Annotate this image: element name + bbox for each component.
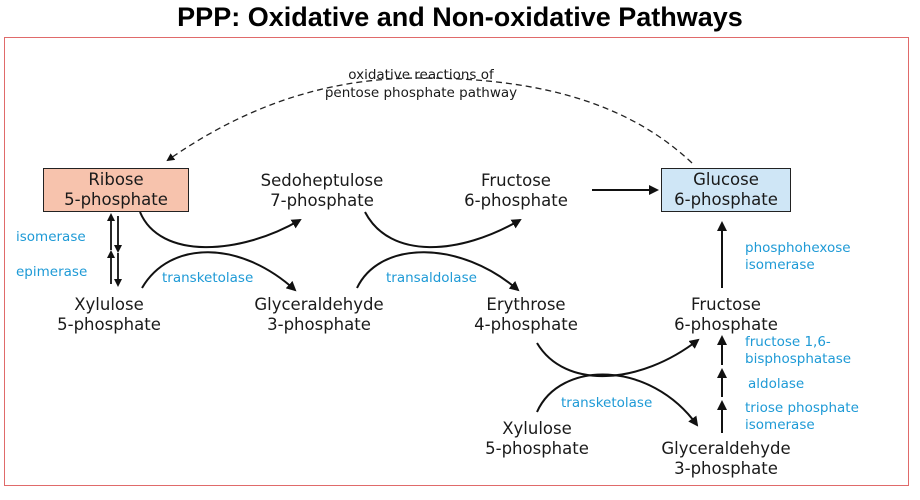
node-ribose-5-phosphate: Ribose 5-phosphate <box>43 168 189 212</box>
enzyme-transketolase-2: transketolase <box>561 395 653 411</box>
node-glyceraldehyde-3-phosphate-mid: Glyceraldehyde 3-phosphate <box>254 295 384 334</box>
crossover-1b <box>141 251 297 292</box>
enzyme-fructose-bisphosphatase: fructose 1,6- bisphosphatase <box>745 334 852 367</box>
enzyme-transaldolase: transaldolase <box>386 270 477 286</box>
page-title: PPP: Oxidative and Non-oxidative Pathway… <box>177 2 743 32</box>
diagram-frame <box>4 37 909 486</box>
node-fructose-6-phosphate-top: Fructose 6-phosphate <box>464 171 568 210</box>
crossover-2a <box>364 211 522 249</box>
crossover-3a <box>536 338 700 378</box>
enzyme-transketolase-1: transketolase <box>162 270 254 286</box>
enzyme-triose-phosphate-isomerase: triose phosphate isomerase <box>745 400 859 433</box>
crossover-3b <box>536 373 699 427</box>
node-sedoheptulose-7-phosphate: Sedoheptulose 7-phosphate <box>260 171 384 210</box>
enzyme-isomerase: isomerase <box>16 229 86 245</box>
node-glucose-6-phosphate: Glucose 6-phosphate <box>661 168 791 212</box>
enzyme-epimerase: epimerase <box>16 264 88 280</box>
node-xylulose-5-phosphate-left: Xylulose 5-phosphate <box>57 295 161 334</box>
oxidative-note: oxidative reactions of pentose phosphate… <box>324 67 518 101</box>
node-erythrose-4-phosphate: Erythrose 4-phosphate <box>474 295 578 334</box>
node-fructose-6-phosphate-right: Fructose 6-phosphate <box>674 295 778 334</box>
enzyme-aldolase: aldolase <box>748 376 805 392</box>
node-glyceraldehyde-3-phosphate-bottom: Glyceraldehyde 3-phosphate <box>661 439 791 478</box>
crossover-2b <box>356 251 520 292</box>
oxidative-dashed-arrow <box>166 77 693 164</box>
crossover-1a <box>139 211 302 249</box>
enzyme-phosphohexose-isomerase: phosphohexose isomerase <box>745 240 851 273</box>
node-xylulose-5-phosphate-bottom: Xylulose 5-phosphate <box>485 419 589 458</box>
